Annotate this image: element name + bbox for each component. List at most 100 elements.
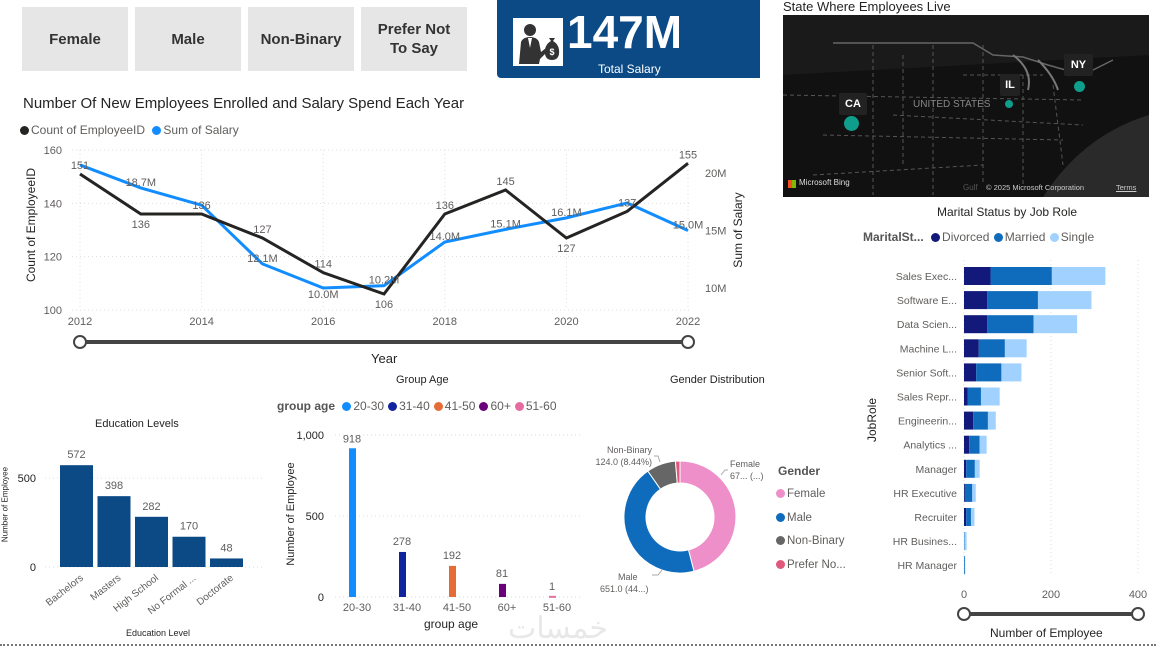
legend-item-count[interactable]: Count of EmployeeID	[20, 123, 145, 137]
y-tick-label: Data Scien...	[897, 319, 957, 331]
kpi-label: Total Salary	[598, 62, 661, 76]
y-tick-label: 120	[44, 252, 62, 264]
y-tick-label: Sales Exec...	[896, 271, 957, 283]
y-tick-label: Sales Repr...	[897, 392, 957, 404]
count-data-label: 114	[314, 259, 332, 271]
kpi-value: 147M	[567, 6, 683, 58]
marital-bar-married	[966, 459, 975, 478]
watermark-logo: خمسات	[508, 612, 609, 645]
donut-data-label: Non-Binary	[607, 445, 653, 455]
map-bubble-ny[interactable]	[1074, 81, 1085, 92]
legend-item-60+[interactable]: 60+	[475, 399, 511, 413]
bar-data-label: 278	[393, 536, 411, 548]
donut-slice-male	[623, 470, 695, 574]
y-tick-label: 500	[18, 473, 36, 485]
slicer-female[interactable]: Female	[22, 7, 128, 71]
marital-bar-married	[967, 387, 981, 406]
map-bubble-il[interactable]	[1005, 100, 1013, 108]
legend-item-single[interactable]: Single	[1049, 230, 1094, 244]
y-tick-label: HR Executive	[893, 488, 957, 500]
y-tick-label: 1,000	[296, 430, 324, 442]
leader-line	[720, 469, 728, 476]
legend-title: group age	[277, 399, 336, 413]
legend-label: 60+	[490, 399, 511, 413]
y-tick-label: Senior Soft...	[896, 367, 957, 379]
bar-data-label: 192	[443, 550, 461, 562]
map-country-label: UNITED STATES	[913, 99, 991, 110]
legend-item-41-50[interactable]: 41-50	[430, 399, 475, 413]
map-terms-link[interactable]: Terms	[1116, 183, 1137, 192]
businessman-money-bag-icon: $	[513, 18, 563, 66]
map-title: State Where Employees Live	[783, 0, 951, 14]
education-chart-title: Education Levels	[95, 418, 179, 430]
marital-bar-divorced	[964, 508, 967, 526]
marital-bar-married	[987, 315, 1034, 334]
salary-line	[79, 163, 689, 290]
y-tick-label: 0	[318, 592, 324, 604]
count-line	[79, 162, 689, 296]
salary-data-label: 15.1M	[490, 218, 521, 230]
y2-tick-label: 15M	[705, 226, 726, 238]
x-tick-label: Bachelors	[44, 573, 86, 609]
marital-bar-married	[987, 291, 1038, 310]
education-bar	[60, 465, 93, 567]
y-tick-label: 140	[44, 198, 62, 210]
slicer-male[interactable]: Male	[135, 7, 241, 71]
marital-bar-single	[980, 387, 1000, 406]
legend-item-salary[interactable]: Sum of Salary	[148, 123, 239, 137]
map-bubble-ca[interactable]	[844, 116, 859, 131]
count-data-label: 155	[679, 149, 697, 161]
bar-data-label: 572	[67, 449, 85, 461]
legend-item-20-30[interactable]: 20-30	[338, 399, 384, 413]
marital-bar-single	[1001, 363, 1022, 382]
y-tick-label: Recruiter	[914, 512, 957, 524]
legend-item-51-60[interactable]: 51-60	[511, 399, 557, 413]
salary-data-label: 10.2M	[369, 275, 400, 287]
education-bar	[135, 516, 168, 567]
line-y2-axis-title: Sum of Salary	[731, 192, 745, 268]
legend-item-prefer-no-[interactable]: Prefer No...	[776, 554, 846, 578]
y-tick-label: Analytics ...	[903, 440, 957, 452]
marital-bar-single	[1004, 339, 1027, 358]
gender-legend-title: Gender	[778, 464, 821, 478]
legend-item-divorced[interactable]: Divorced	[927, 230, 989, 244]
legend-label: Prefer No...	[787, 558, 846, 571]
marital-bar-divorced	[964, 291, 988, 310]
marital-bar-divorced	[964, 315, 988, 334]
y-tick-label: Software E...	[897, 295, 957, 307]
map-visual[interactable]: UNITED STATES CA IL NY Microsoft Bing Gu…	[783, 15, 1149, 197]
map-gulf-label: Gulf	[963, 183, 978, 192]
x-tick-label: 2020	[554, 316, 578, 328]
y-tick-label: 160	[44, 145, 62, 157]
line-chart: 100 120 140 160 2012 2014 2016 2018 2020 2022 10M 1…	[44, 145, 726, 349]
salary-data-label: 16.1M	[551, 207, 582, 219]
age-chart: 0 500 1,000 918 20-30 278 31-40 192 41-50 81 60+ 1 5…	[296, 430, 580, 614]
slider-handle-start	[957, 607, 971, 621]
map-label-il: IL	[1000, 74, 1020, 96]
age-bar	[499, 583, 506, 597]
legend-item-female[interactable]: Female	[776, 483, 846, 507]
legend-item-married[interactable]: Married	[993, 230, 1045, 244]
slicer-prefer-not-to-say[interactable]: Prefer Not To Say	[361, 7, 467, 71]
marital-chart: 0 200 400 Sales Exec... Software E... Data Sc…	[893, 260, 1147, 621]
marital-bar-single	[1037, 291, 1092, 310]
marital-chart-title: Marital Status by Job Role	[937, 205, 1078, 219]
bing-label: Microsoft Bing	[799, 178, 850, 187]
leader-line	[654, 455, 661, 463]
marital-bar-divorced	[964, 363, 977, 382]
line-y-axis-title: Count of EmployeeID	[24, 167, 38, 283]
slicer-non-binary[interactable]: Non-Binary	[248, 7, 354, 71]
marital-bar-married	[969, 435, 980, 454]
legend-item-male[interactable]: Male	[776, 507, 846, 531]
donut-slice-female	[679, 460, 737, 572]
age-x-axis-title: group age	[424, 617, 479, 631]
marital-bar-married	[976, 363, 1002, 382]
x-tick-label: 0	[961, 589, 967, 601]
y-tick-label: 500	[306, 511, 324, 523]
gender-legend: Female Male Non-Binary Prefer No...	[776, 483, 846, 577]
legend-item-non-binary[interactable]: Non-Binary	[776, 530, 846, 554]
legend-item-31-40[interactable]: 31-40	[384, 399, 430, 413]
legend-title: MaritalSt...	[863, 230, 924, 244]
salary-data-label: 12.1M	[247, 253, 278, 265]
marital-bar-married	[964, 483, 973, 502]
